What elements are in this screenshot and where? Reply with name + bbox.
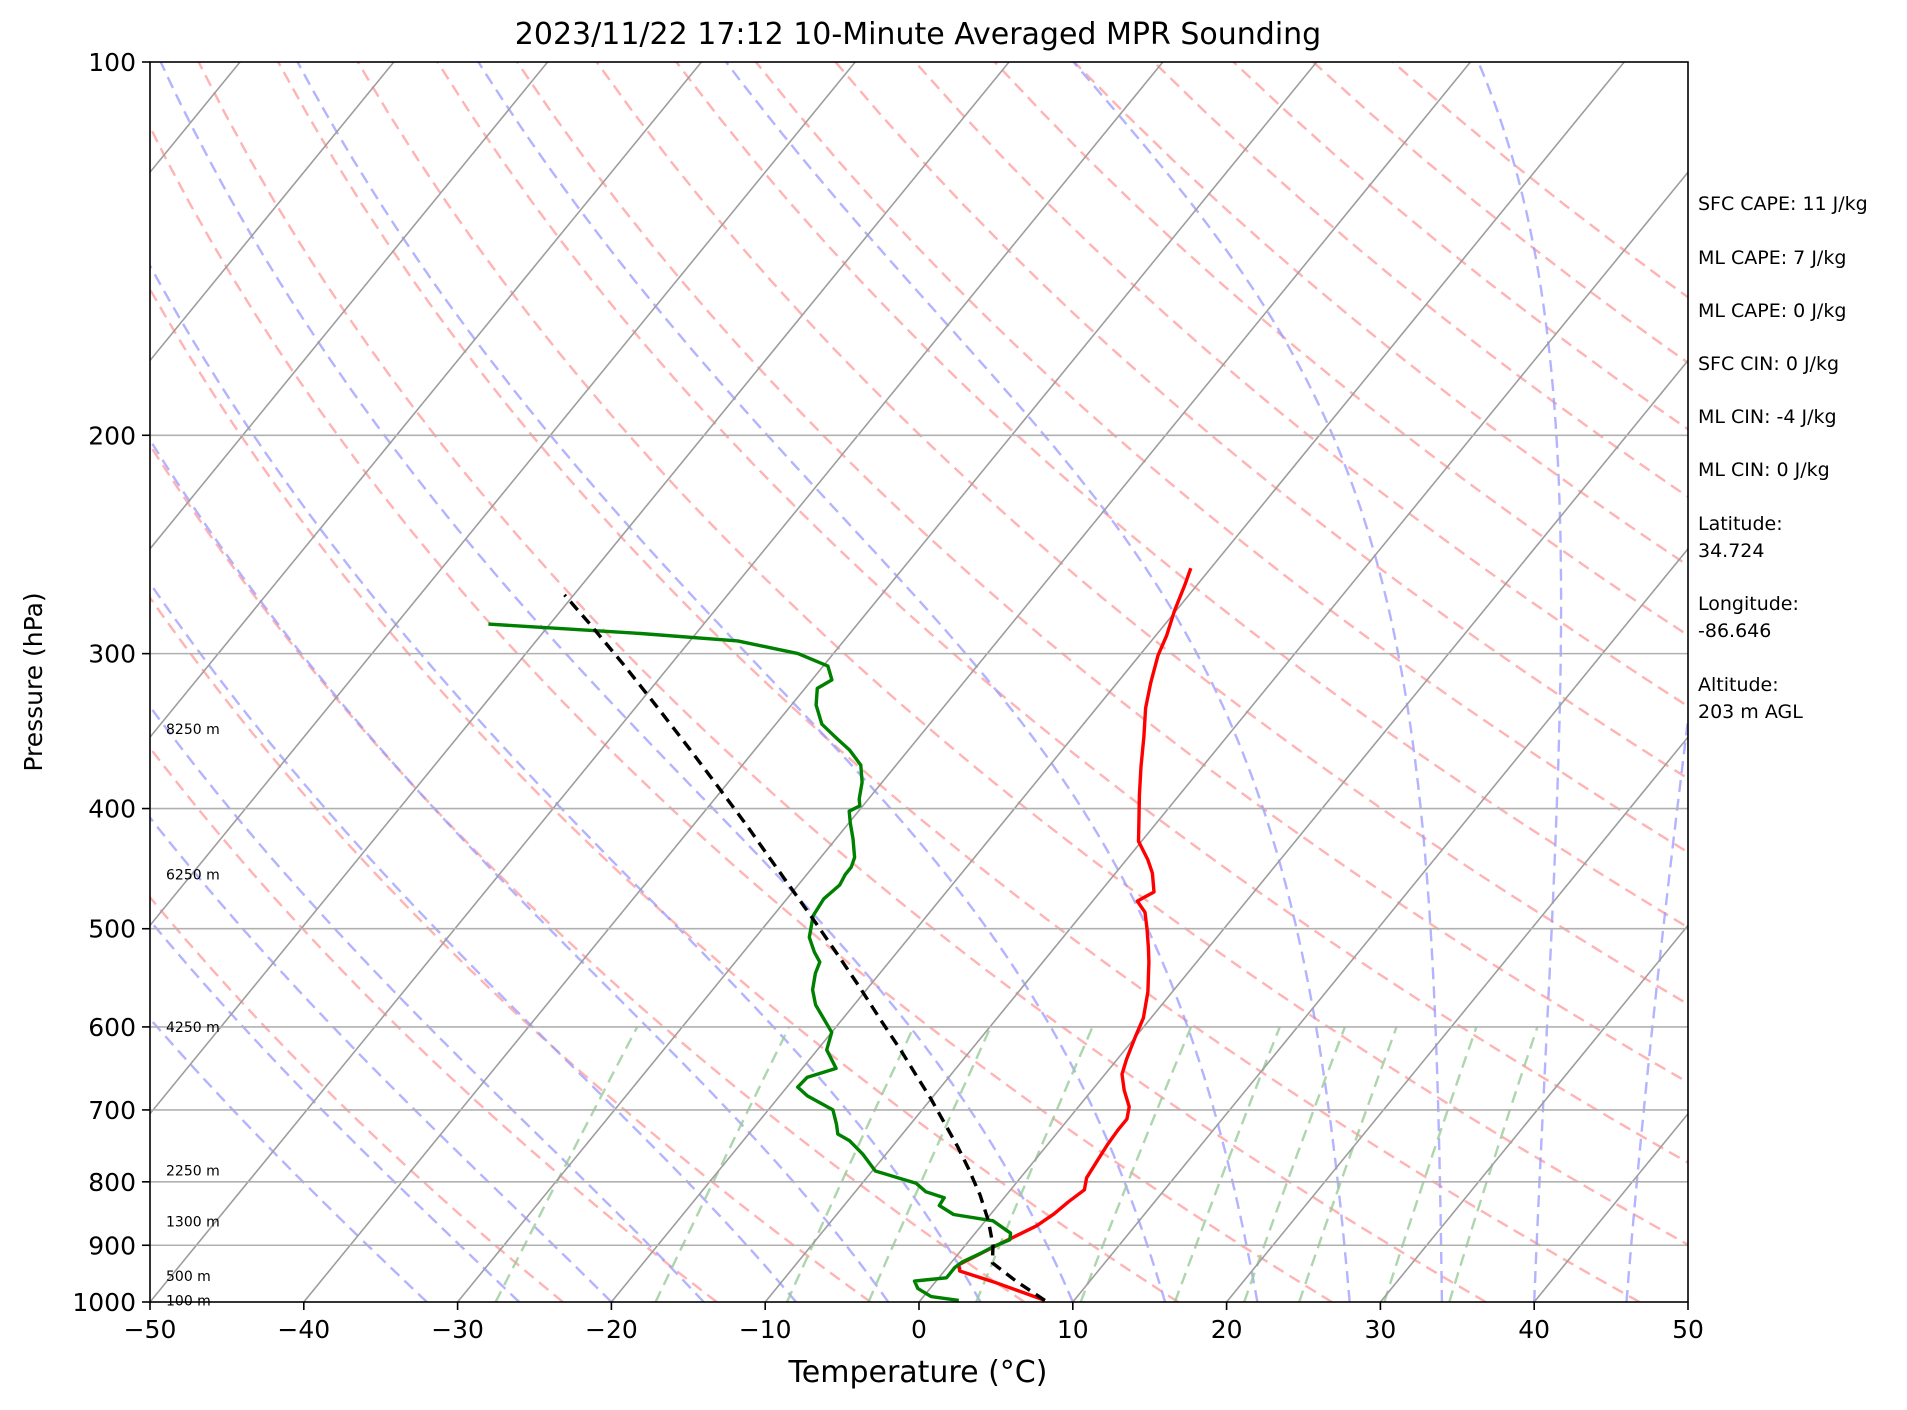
x-tick-label: −30 — [431, 1315, 484, 1344]
sfc-cape-text: SFC CAPE: 11 J/kg — [1698, 193, 1868, 215]
latitude-value: 34.724 — [1698, 540, 1764, 562]
y-tick-label: 900 — [88, 1231, 136, 1260]
y-tick-label: 1000 — [72, 1288, 136, 1317]
y-tick-label: 700 — [88, 1096, 136, 1125]
x-tick-label: −40 — [277, 1315, 330, 1344]
y-tick-label: 200 — [88, 421, 136, 450]
x-tick-label: −20 — [585, 1315, 638, 1344]
y-tick-label: 500 — [88, 915, 136, 944]
x-tick-label: −50 — [124, 1315, 177, 1344]
ml-cin-text-2: ML CIN: 0 J/kg — [1698, 459, 1830, 481]
height-label: 4250 m — [166, 1020, 220, 1036]
x-tick-label: 10 — [1057, 1315, 1089, 1344]
x-tick-label: 50 — [1672, 1315, 1704, 1344]
x-tick-label: −10 — [739, 1315, 792, 1344]
altitude-label: Altitude: — [1698, 674, 1779, 696]
height-label: 1300 m — [166, 1214, 220, 1230]
y-tick-label: 600 — [88, 1013, 136, 1042]
chart-title: 2023/11/22 17:12 10-Minute Averaged MPR … — [515, 17, 1321, 52]
y-axis-label: Pressure (hPa) — [19, 592, 48, 771]
y-tick-label: 800 — [88, 1168, 136, 1197]
longitude-value: -86.646 — [1698, 620, 1771, 642]
ml-cape-text-2: ML CAPE: 0 J/kg — [1698, 300, 1846, 322]
latitude-label: Latitude: — [1698, 513, 1783, 535]
y-tick-label: 100 — [88, 48, 136, 77]
x-tick-label: 30 — [1364, 1315, 1396, 1344]
height-label: 500 m — [166, 1269, 211, 1285]
height-label: 2250 m — [166, 1163, 220, 1179]
longitude-label: Longitude: — [1698, 593, 1799, 615]
x-tick-label: 40 — [1518, 1315, 1550, 1344]
y-tick-label: 400 — [88, 795, 136, 824]
sfc-cin-text: SFC CIN: 0 J/kg — [1698, 353, 1839, 375]
ml-cape-text-1: ML CAPE: 7 J/kg — [1698, 247, 1846, 269]
ml-cin-text-1: ML CIN: -4 J/kg — [1698, 406, 1837, 428]
x-axis-label: Temperature (°C) — [788, 1355, 1048, 1390]
x-tick-label: 0 — [911, 1315, 927, 1344]
height-label: 6250 m — [166, 867, 220, 883]
x-tick-label: 20 — [1211, 1315, 1243, 1344]
height-label: 8250 m — [166, 722, 220, 738]
y-tick-label: 300 — [88, 640, 136, 669]
altitude-value: 203 m AGL — [1698, 701, 1803, 723]
